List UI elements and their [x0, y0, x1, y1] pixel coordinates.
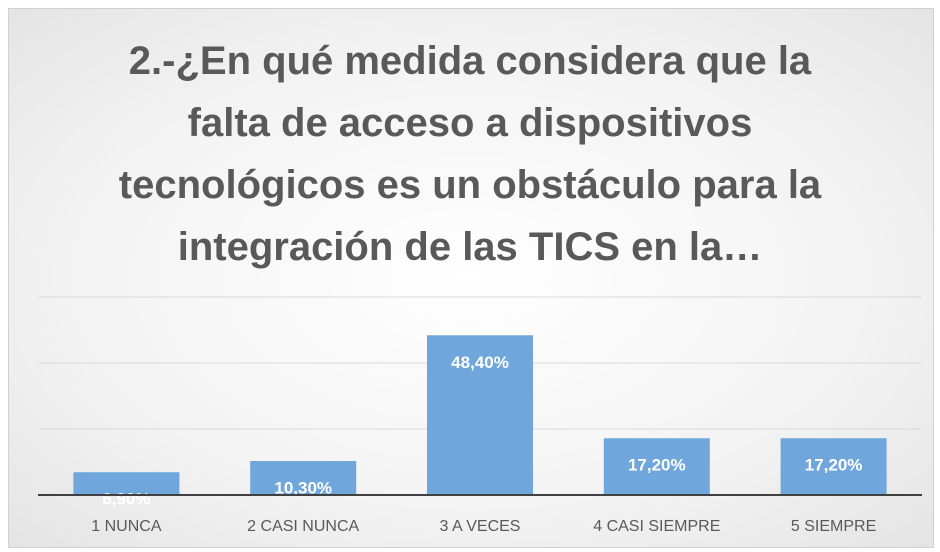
- bar: [250, 461, 357, 495]
- bar: [780, 438, 887, 495]
- bar: [73, 472, 180, 495]
- bar: [603, 438, 710, 495]
- chart-title: 2.-¿En qué medida considera que la falta…: [118, 39, 822, 269]
- data-label: 48,40%: [451, 353, 509, 372]
- x-tick-label: 1 NUNCA: [91, 518, 162, 535]
- data-label: 10,30%: [274, 478, 332, 497]
- x-tick-label: 3 A VECES: [440, 518, 521, 535]
- x-tick-label: 5 SIEMPRE: [791, 518, 876, 535]
- bar: [427, 335, 533, 495]
- data-label: 6,90%: [102, 490, 150, 509]
- x-tick-label: 2 CASI NUNCA: [247, 518, 359, 535]
- data-label: 17,20%: [805, 456, 863, 475]
- x-tick-label: 4 CASI SIEMPRE: [593, 518, 720, 535]
- data-label: 17,20%: [628, 456, 686, 475]
